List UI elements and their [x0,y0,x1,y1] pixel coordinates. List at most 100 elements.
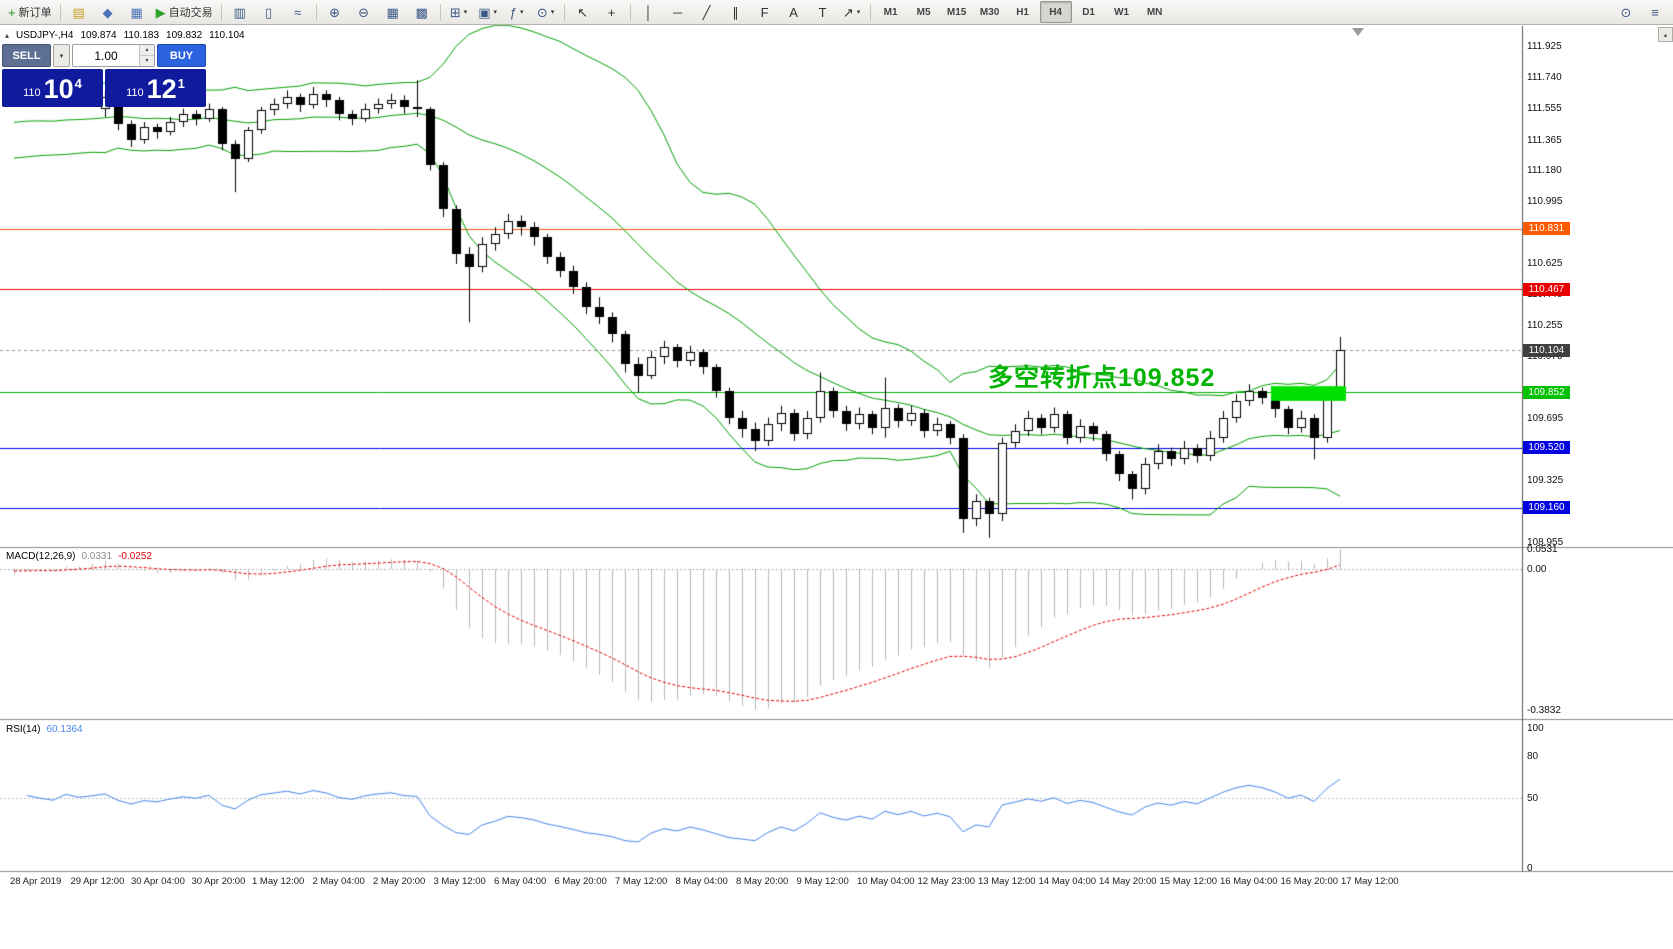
grid-button[interactable]: ▦ [379,1,407,23]
toolbar-separator [563,3,565,21]
time-tick: 13 May 12:00 [978,876,1036,887]
time-tick: 17 May 12:00 [1341,876,1399,887]
rsi-tick: 100 [1527,723,1544,734]
navigator-button[interactable]: ◆ [94,1,122,23]
volume-input[interactable] [73,45,139,66]
main-toolbar: + 新订单 ▤ ◆ ▦ ▶ 自动交易 ▥ ▯ ≈ ⊕ ⊖ ▦ ▩ ⊞ ▾ ▣ ▾ ƒ ▾ ⊙ ▾ ↖ + │ ─ ╱ ∥ F A T ↗ ▾ M1… [0,0,1673,25]
volume-stepper: ▴ ▾ [139,45,154,66]
new-order-icon: + [8,4,16,20]
terminal-button[interactable]: ▦ [123,1,151,23]
zoom-out-icon: ⊖ [358,4,370,20]
bar-chart-mode-button[interactable]: ▥ [226,1,254,23]
time-tick: 6 May 20:00 [554,876,607,887]
market-watch-icon: ▤ [72,4,85,20]
time-tick: 2 May 20:00 [373,876,426,887]
cursor-tool-button[interactable]: ↖ [569,1,597,23]
price-level-badge: 109.520 [1523,441,1570,454]
objects-icon: ▩ [415,4,428,20]
price-tick: 109.325 [1527,475,1564,487]
buy-button[interactable]: BUY [157,44,206,67]
zoom-in-icon: ⊕ [329,4,341,20]
chart-shift-marker[interactable] [1352,28,1364,36]
channel-tool-button[interactable]: ∥ [722,1,750,23]
candle-chart-mode-button[interactable]: ▯ [255,1,283,23]
timeframe-w1[interactable]: W1 [1114,6,1130,18]
price-tick: 109.695 [1527,413,1564,425]
ohlc-low: 109.832 [166,30,203,41]
timeframe-m5[interactable]: M5 [916,6,931,18]
trendline-icon: ╱ [702,4,711,20]
line-chart-mode-button[interactable]: ≈ [284,1,312,23]
timeframe-h4[interactable]: H4 [1039,1,1072,23]
candlestick-icon: ▯ [265,4,273,20]
autotrading-label: 自动交易 [168,7,213,19]
autotrading-button[interactable]: ▶ 自动交易 [152,1,217,23]
timeframe-m1[interactable]: M1 [883,6,898,18]
bid-quote-button[interactable]: 110 10 4 [2,69,103,107]
ask-quote-button[interactable]: 110 12 1 [105,69,206,107]
volume-up-button[interactable]: ▴ [140,45,154,56]
fibonacci-tool-button[interactable]: F [751,1,779,23]
label-icon: T [818,4,827,20]
price-tick: 111.740 [1527,71,1562,83]
indicators-button[interactable]: ƒ ▾ [503,1,531,23]
market-watch-button[interactable]: ▤ [65,1,93,23]
timeframe-h1[interactable]: H1 [1016,6,1029,18]
crosshair-icon: + [607,4,616,20]
search-button[interactable]: ⊙ [1612,1,1640,23]
rsi-tick: 80 [1527,751,1539,762]
rsi-tick: 0 [1527,863,1533,874]
timeframe-m15[interactable]: M15 [946,6,967,18]
time-tick: 8 May 20:00 [736,876,789,887]
menu-icon: ≡ [1651,4,1659,20]
horizontal-line-tool-button[interactable]: ─ [664,1,692,23]
objects-list-button[interactable]: ▩ [408,1,436,23]
timeframe-d1[interactable]: D1 [1082,6,1095,18]
new-order-button[interactable]: + 新订单 [4,1,56,23]
zoom-in-button[interactable]: ⊕ [321,1,349,23]
profiles-button[interactable]: ▣ ▾ [474,1,502,23]
time-tick: 14 May 20:00 [1099,876,1157,887]
time-tick: 6 May 04:00 [494,876,547,887]
zoom-out-button[interactable]: ⊖ [350,1,378,23]
symbol-ohlc: ▴ USDJPY-,H4 109.874 110.183 109.832 110… [5,30,245,41]
volume-dropdown-button[interactable]: ▾ [53,44,70,67]
text-tool-button[interactable]: A [780,1,808,23]
label-tool-button[interactable]: T [809,1,837,23]
period-selector-button[interactable]: ⊙ ▾ [532,1,560,23]
sell-button[interactable]: SELL [2,44,51,67]
line-chart-icon: ≈ [294,4,302,20]
time-tick: 30 Apr 20:00 [191,876,246,887]
window-menu-button[interactable]: ≡ [1641,1,1669,23]
new-chart-button[interactable]: ⊞ ▾ [445,1,473,23]
indicators-icon: ƒ [509,4,517,20]
crosshair-tool-button[interactable]: + [598,1,626,23]
bid-pip: 4 [74,76,82,91]
search-icon: ⊙ [1620,4,1632,20]
macd-main-value: 0.0331 [81,551,113,562]
ohlc-close: 110.104 [209,30,245,41]
time-tick: 16 May 04:00 [1220,876,1278,887]
trendline-tool-button[interactable]: ╱ [693,1,721,23]
one-click-toggle[interactable]: ▴ [5,31,10,40]
vertical-line-tool-button[interactable]: │ [635,1,663,23]
toolbar-separator [869,3,871,21]
rsi-tick: 50 [1527,793,1539,804]
timeframe-mn[interactable]: MN [1146,6,1163,18]
toolbar-separator [220,3,222,21]
ask-pip: 1 [177,76,185,91]
timeframe-m30[interactable]: M30 [979,6,1000,18]
price-tick: 111.925 [1527,41,1562,53]
time-tick: 30 Apr 04:00 [131,876,185,887]
navigator-icon: ◆ [102,4,113,20]
arrows-tool-button[interactable]: ↗ ▾ [838,1,866,23]
autotrading-play-icon: ▶ [155,4,166,20]
profiles-icon: ▣ [478,4,491,20]
scroll-up-button[interactable]: ▴ [1658,27,1673,42]
time-tick: 9 May 12:00 [796,876,849,887]
new-order-label: 新订单 [18,7,52,19]
volume-down-button[interactable]: ▾ [140,56,154,66]
ask-prefix: 110 [126,87,144,100]
